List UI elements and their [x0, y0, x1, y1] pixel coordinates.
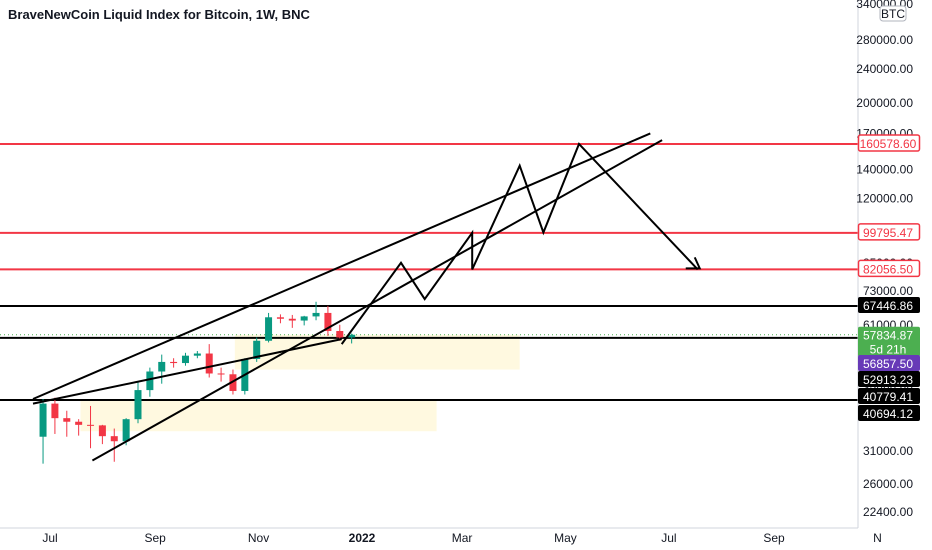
stacked-price-tag: 40694.12 — [863, 407, 913, 421]
candle-body — [158, 361, 166, 372]
price-axis-tick: 240000.00 — [856, 62, 913, 76]
support-tag: 67446.86 — [863, 299, 913, 313]
stacked-price-tag-bg — [858, 388, 920, 404]
candle-body — [276, 317, 284, 319]
candle-body — [39, 403, 47, 437]
early-channel-line — [32, 338, 342, 405]
stacked-price-tag-bg — [858, 371, 920, 387]
stacked-price-tag-bg — [858, 355, 920, 371]
candle-body — [300, 316, 308, 321]
candle-body — [205, 353, 213, 374]
projection-path — [340, 142, 699, 345]
currency-badge-box — [879, 5, 907, 22]
resistance-tag-bg — [858, 223, 920, 240]
candle-body — [98, 425, 106, 437]
drawings-layer — [32, 132, 702, 462]
stacked-price-tag: 56857.50 — [863, 357, 913, 371]
resistance-tag-border — [857, 223, 921, 241]
zone-rect — [80, 400, 437, 432]
price-axis-tick: 140000.00 — [856, 163, 913, 177]
candle-body — [181, 355, 189, 364]
resistance-tag: 160578.60 — [860, 137, 917, 151]
time-axis-tick: Mar — [452, 531, 473, 545]
support-tag-bg — [858, 297, 920, 314]
resistance-tag-border — [857, 259, 921, 278]
countdown-tag: 5d 21h — [870, 343, 907, 357]
stacked-price-tag-bg — [858, 405, 920, 421]
resistance-tag: 99795.47 — [863, 226, 913, 240]
candle-body — [265, 317, 273, 341]
time-axis-tick: Nov — [248, 531, 269, 545]
current-price-tag: 57834.87 — [863, 329, 913, 343]
stacked-price-tag: 40779.41 — [863, 390, 913, 404]
currency-badge-layer: BTC — [879, 5, 907, 22]
resistance-tag: 82056.50 — [863, 262, 913, 276]
resistance-tag-border — [857, 134, 921, 152]
candle-body — [312, 312, 320, 317]
trend-channel-lower — [91, 139, 663, 462]
stacked-price-tag: 52913.23 — [863, 373, 913, 387]
price-axis-tick: 31000.00 — [863, 444, 913, 458]
time-axis-tick: 2022 — [349, 531, 376, 545]
candle-body — [110, 436, 118, 442]
candle-body — [63, 418, 71, 422]
candle-body — [324, 312, 332, 332]
candle-body — [288, 318, 296, 321]
candle-body — [336, 331, 344, 338]
price-axis-tick: 26000.00 — [863, 477, 913, 491]
candle-body — [87, 424, 95, 426]
candle-body — [134, 390, 142, 420]
price-axis-tick: 340000.00 — [856, 0, 913, 11]
trend-channel-upper — [32, 132, 651, 400]
price-axis-tick: 22400.00 — [863, 505, 913, 519]
candle-body — [229, 374, 237, 391]
price-axis-tick: 73000.00 — [863, 284, 913, 298]
resistance-tag-bg — [858, 135, 920, 151]
price-axis-tick: 280000.00 — [856, 33, 913, 47]
time-axis-tick: Sep — [144, 531, 166, 545]
currency-badge: BTC — [881, 7, 905, 21]
candle-body — [51, 403, 59, 419]
candles-layer — [39, 301, 356, 464]
resistance-tag-bg — [858, 260, 920, 277]
candle-body — [170, 361, 178, 364]
time-axis-tick: May — [554, 531, 577, 545]
time-axis: Jul Sep Nov 2022 Mar May Jul Sep N — [0, 527, 932, 550]
time-axis-tick: N — [873, 531, 882, 545]
current-price-tag-bg — [858, 326, 920, 357]
candle-body — [75, 421, 83, 425]
candle-body — [193, 353, 201, 356]
time-axis-tick: Jul — [661, 531, 676, 545]
candle-body — [146, 371, 154, 391]
time-axis-tick: Jul — [42, 531, 57, 545]
horizontal-levels-layer — [0, 143, 858, 401]
candle-body — [217, 373, 225, 375]
time-axis-bg — [0, 528, 932, 550]
candle-body — [253, 340, 261, 359]
time-axis-tick: Sep — [763, 531, 785, 545]
candle-body — [348, 334, 356, 338]
arrow-head — [685, 256, 702, 270]
price-axis-tick: 200000.00 — [856, 96, 913, 110]
chart-title: BraveNewCoin Liquid Index for Bitcoin, 1… — [8, 7, 310, 22]
price-axis-tick: 120000.00 — [856, 191, 913, 205]
candle-body — [122, 419, 130, 442]
price-tags-layer: 160578.60 99795.47 82056.50 67446.86 57834.8… — [857, 134, 921, 421]
